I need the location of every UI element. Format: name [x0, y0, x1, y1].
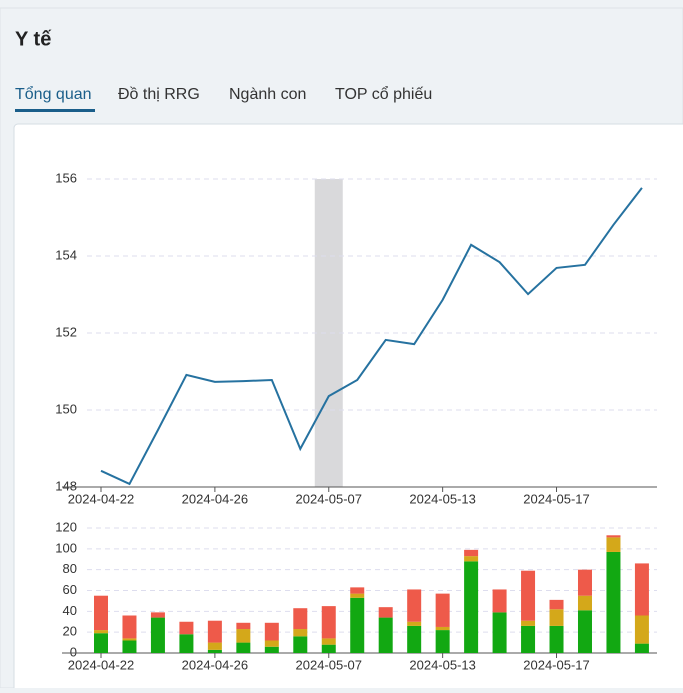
price-line	[100, 187, 643, 486]
x-tick-label: 2024-05-07	[296, 491, 363, 506]
x-tick-label: 2024-05-07	[296, 657, 363, 672]
bar-segment	[207, 649, 222, 653]
bar-segment	[122, 640, 137, 653]
bar-segment	[293, 629, 308, 637]
y-tick-label: 156	[55, 170, 77, 185]
bar-segment	[464, 561, 479, 653]
bar-segment	[577, 595, 592, 611]
bar-segment	[236, 622, 251, 630]
y-tick-label: 148	[55, 478, 77, 493]
bar-segment	[492, 612, 507, 653]
bar-segment	[350, 587, 365, 594]
bar-segment	[521, 570, 536, 621]
bar-segment	[207, 642, 222, 650]
bar-segment	[236, 629, 251, 643]
bar-segment	[464, 549, 479, 557]
y-tick-label: 40	[63, 603, 77, 618]
panel	[13, 123, 683, 693]
bar-segment	[577, 610, 592, 653]
page-title: Y tế	[15, 28, 52, 50]
y-tick-label: 150	[55, 401, 77, 416]
bar-segment	[94, 630, 108, 634]
bar-segment	[378, 617, 393, 653]
y-tick-label: 80	[63, 561, 77, 576]
bar-segment	[350, 593, 365, 598]
y-tick-label: 20	[63, 624, 77, 639]
bar-segment	[634, 563, 649, 616]
bar-segment	[293, 608, 308, 630]
bar-segment	[492, 589, 507, 613]
tab[interactable]: TOP cổ phiếu	[335, 85, 432, 103]
bar-segment	[350, 597, 365, 653]
bar-segment	[236, 642, 251, 653]
bar-segment	[207, 620, 222, 643]
bar-segment	[179, 621, 194, 635]
x-tick-label: 2024-04-22	[68, 491, 135, 506]
bar-segment	[321, 606, 336, 639]
y-tick-label: 152	[55, 324, 77, 339]
bar-segment	[606, 535, 621, 538]
y-tick-label: 154	[55, 247, 77, 262]
y-tick-label: 120	[55, 519, 77, 534]
bar-segment	[264, 640, 279, 647]
tab[interactable]: Tổng quan	[15, 85, 92, 103]
bar-segment	[150, 617, 165, 653]
x-tick-label: 2024-05-17	[523, 657, 590, 672]
bar-segment	[407, 625, 422, 653]
bar-segment	[293, 636, 308, 653]
bar-segment	[150, 612, 165, 618]
bar-segment	[549, 609, 564, 626]
bar-segment	[122, 615, 137, 639]
bar-segment	[435, 593, 450, 627]
bar-segment	[378, 607, 393, 618]
bar-segment	[264, 646, 279, 653]
bar-segment	[634, 615, 649, 644]
y-tick-label: 60	[63, 582, 77, 597]
bar-segment	[179, 634, 194, 653]
bar-segment	[264, 622, 279, 641]
bar-segment	[407, 589, 422, 622]
bar-segment	[321, 644, 336, 653]
bar-segment	[521, 620, 536, 626]
x-tick-label: 2024-04-22	[68, 657, 135, 672]
tab[interactable]: Đồ thị RRG	[118, 86, 200, 103]
bar-segment	[606, 537, 621, 552]
tab-underline	[15, 109, 95, 112]
x-tick-label: 2024-04-26	[182, 491, 249, 506]
y-tick-label: 0	[70, 644, 77, 659]
bar-segment	[435, 626, 450, 631]
x-tick-label: 2024-05-13	[409, 657, 476, 672]
tab[interactable]: Ngành con	[229, 86, 306, 103]
bar-segment	[435, 630, 450, 653]
bar-segment	[521, 625, 536, 653]
bar-segment	[549, 599, 564, 610]
bar-segment	[577, 569, 592, 596]
bar-segment	[464, 556, 479, 562]
bar-segment	[122, 638, 137, 641]
x-tick-label: 2024-05-17	[523, 491, 590, 506]
highlight-band	[314, 179, 343, 487]
bar-segment	[94, 595, 108, 631]
bar-segment	[407, 621, 422, 626]
bar-segment	[321, 638, 336, 645]
bar-segment	[606, 551, 621, 653]
bar-segment	[94, 633, 108, 653]
x-tick-label: 2024-04-26	[182, 657, 249, 672]
bar-segment	[634, 643, 649, 653]
bar-segment	[549, 625, 564, 653]
y-tick-label: 100	[55, 540, 77, 555]
x-tick-label: 2024-05-13	[409, 491, 476, 506]
